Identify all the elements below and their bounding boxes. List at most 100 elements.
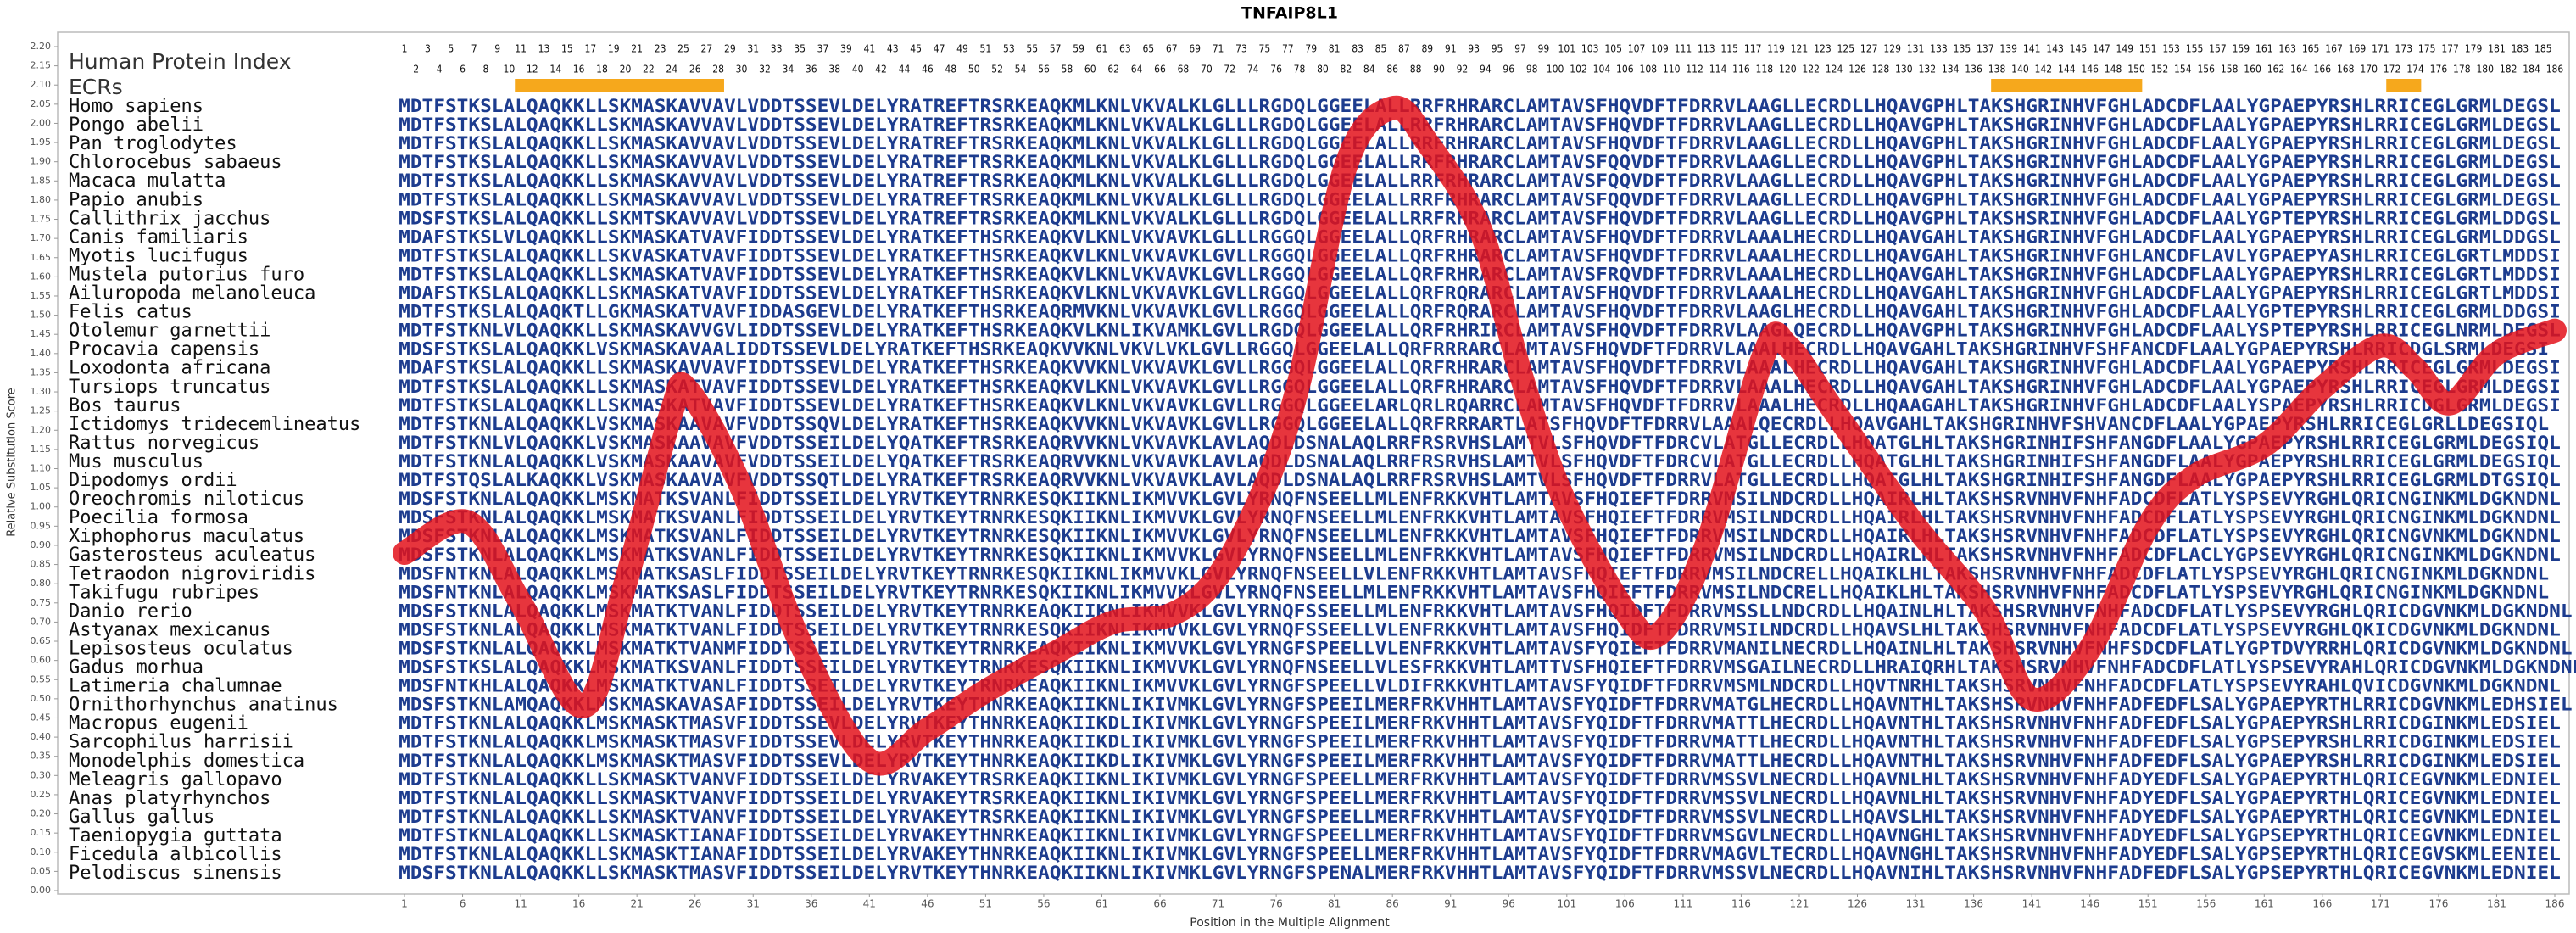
x-tick-label: 101 (1557, 898, 1576, 910)
sequence: MDTFSTKNLALQAQKKLMSKMASKTMASVFIDDTSSEVLD… (399, 713, 2561, 734)
x-tick-label: 111 (1673, 898, 1692, 910)
position-index: 159 (2233, 43, 2250, 55)
position-index: 141 (2023, 43, 2041, 55)
position-index: 121 (1791, 43, 1809, 55)
ecr-label: ECRs (69, 75, 123, 99)
y-tick-label: 1.10 (31, 463, 52, 474)
x-tick-label: 156 (2196, 898, 2216, 910)
y-tick-label: 0.00 (31, 885, 52, 896)
x-tick-label: 36 (805, 898, 817, 910)
position-index: 185 (2534, 43, 2552, 55)
position-index: 149 (2116, 43, 2133, 55)
position-index: 15 (561, 43, 573, 55)
position-index: 179 (2465, 43, 2483, 55)
y-tick-label: 0.95 (31, 520, 52, 531)
ecr-bar (2386, 79, 2422, 92)
position-index: 71 (1213, 43, 1224, 55)
position-index: 72 (1224, 64, 1235, 75)
species-name: Papio anubis (69, 189, 204, 210)
position-index: 65 (1142, 43, 1154, 55)
position-index: 69 (1189, 43, 1201, 55)
position-index: 138 (1988, 64, 2006, 75)
y-tick-label: 0.05 (31, 865, 52, 876)
position-index: 152 (2151, 64, 2169, 75)
position-index: 148 (2105, 64, 2122, 75)
position-index: 49 (956, 43, 968, 55)
y-axis-title: Relative Substitution Score (6, 388, 19, 537)
position-index: 36 (806, 64, 817, 75)
position-index: 122 (1802, 64, 1820, 75)
position-index: 186 (2546, 64, 2564, 75)
position-index: 39 (840, 43, 852, 55)
x-tick-label: 11 (514, 898, 527, 910)
position-index: 150 (2127, 64, 2145, 75)
position-index: 96 (1503, 64, 1514, 75)
y-tick-label: 2.15 (31, 60, 52, 71)
species-name: Pan troglodytes (69, 133, 237, 154)
y-tick-label: 0.60 (31, 655, 52, 666)
position-index: 183 (2512, 43, 2529, 55)
sequence: MDTFSTKSLALQAQKKLLSKMASKAVVAVLVDDTSSEVLD… (399, 152, 2561, 172)
position-index: 50 (968, 64, 980, 75)
y-tick-label: 1.05 (31, 482, 52, 493)
position-index: 154 (2174, 64, 2192, 75)
x-tick-label: 26 (689, 898, 701, 910)
y-tick-label: 0.15 (31, 827, 52, 838)
x-tick-label: 181 (2487, 898, 2506, 910)
position-index: 163 (2278, 43, 2296, 55)
y-tick-label: 1.30 (31, 386, 52, 397)
position-index: 40 (852, 64, 864, 75)
sequence: MDSFSTKNLALQAQKKLLSKMASKTMASVFIDDTSSEILD… (399, 863, 2561, 883)
species-name: Tetraodon nigroviridis (69, 563, 315, 584)
sequence: MDSFNTKNLALQAQKKLMSKMATKSASLFIDDTSSEILDE… (399, 563, 2549, 584)
species-name: Ornithorhynchus anatinus (69, 695, 338, 716)
position-index: 174 (2406, 64, 2424, 75)
position-index: 37 (817, 43, 829, 55)
position-index: 61 (1096, 43, 1108, 55)
y-tick-label: 2.10 (31, 79, 52, 90)
position-index: 130 (1895, 64, 1913, 75)
position-index: 32 (759, 64, 771, 75)
y-tick-label: 1.15 (31, 444, 52, 455)
position-index: 59 (1073, 43, 1084, 55)
species-name: Dipodomys ordii (69, 470, 237, 491)
position-index: 109 (1651, 43, 1669, 55)
position-index: 107 (1628, 43, 1646, 55)
position-index: 166 (2314, 64, 2332, 75)
position-index: 4 (437, 64, 443, 75)
x-tick-label: 126 (1848, 898, 1867, 910)
position-index: 46 (922, 64, 934, 75)
sequence: MDTFSTKNLALQAQKKLMSKMASKTMASVFIDDTSSEVLD… (399, 751, 2561, 771)
y-tick-label: 0.50 (31, 693, 52, 704)
position-index: 79 (1305, 43, 1317, 55)
index-label: Human Protein Index (69, 49, 292, 74)
species-name: Rattus norvegicus (69, 433, 259, 454)
position-index: 13 (538, 43, 550, 55)
position-index: 86 (1386, 64, 1398, 75)
x-tick-label: 171 (2371, 898, 2390, 910)
chart-title: TNFAIP8L1 (1241, 4, 1338, 23)
x-tick-label: 56 (1037, 898, 1050, 910)
position-index: 66 (1154, 64, 1166, 75)
position-index: 129 (1883, 43, 1901, 55)
y-tick-label: 0.75 (31, 597, 52, 608)
position-index: 116 (1732, 64, 1750, 75)
species-name: Monodelphis domestica (69, 751, 304, 772)
position-index: 6 (460, 64, 466, 75)
x-tick-label: 186 (2545, 898, 2565, 910)
sequence: MDSFSTKNLALQAQKKLMSKMATKSVANLFIDDTSSEILD… (399, 489, 2561, 509)
position-index: 55 (1026, 43, 1038, 55)
sequence: MDSFSTKNLAMQAQKKLMSKMASKAVASAFIDDTSSEILD… (399, 695, 2572, 715)
species-name: Ailuropoda melanoleuca (69, 283, 315, 304)
position-index: 143 (2046, 43, 2064, 55)
y-tick-label: 1.35 (31, 366, 52, 377)
position-index: 112 (1686, 64, 1703, 75)
species-name: Gallus gallus (69, 807, 215, 828)
sequence: MDTFSTKNLVLQAQKKLLSKMASKAVVGVLIDDTSSEVLD… (399, 321, 2561, 341)
sequence: MDTFSTKSLALQAQKKLLSKMASKATVAVFIDDTSSEVLD… (399, 377, 2561, 397)
position-index: 78 (1294, 64, 1306, 75)
position-index: 147 (2093, 43, 2110, 55)
position-index: 165 (2302, 43, 2320, 55)
sequence: MDAFSTKSLALQAQKKLLSKMASKATVAVFIDDTSSEVLD… (399, 283, 2561, 304)
